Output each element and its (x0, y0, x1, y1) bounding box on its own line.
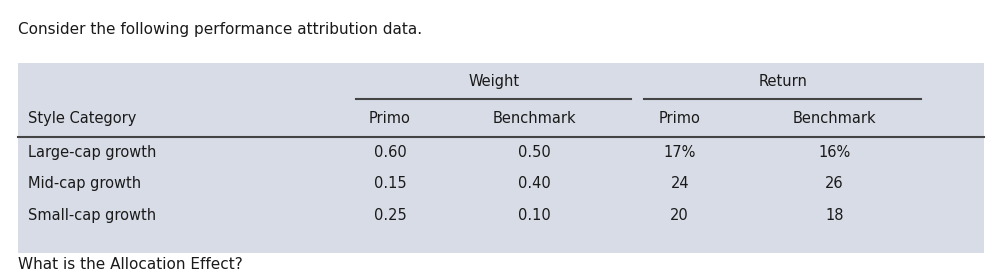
Text: Primo: Primo (369, 111, 411, 126)
Text: 24: 24 (670, 176, 689, 192)
Text: Benchmark: Benchmark (793, 111, 876, 126)
Text: Style Category: Style Category (28, 111, 136, 126)
Text: 0.60: 0.60 (374, 145, 406, 160)
Text: Return: Return (759, 74, 807, 89)
Text: Large-cap growth: Large-cap growth (28, 145, 156, 160)
Text: Benchmark: Benchmark (493, 111, 576, 126)
Text: Primo: Primo (658, 111, 700, 126)
Bar (18, 63, 984, 231)
Text: Consider the following performance attribution data.: Consider the following performance attri… (18, 22, 422, 37)
Text: What is the Allocation Effect?: What is the Allocation Effect? (18, 257, 242, 272)
Text: 17%: 17% (663, 145, 695, 160)
Bar (18, 231, 984, 253)
Text: 20: 20 (670, 208, 689, 223)
Text: 0.10: 0.10 (518, 208, 551, 223)
Text: Mid-cap growth: Mid-cap growth (28, 176, 141, 192)
Text: Weight: Weight (468, 74, 519, 89)
Text: 0.40: 0.40 (518, 176, 551, 192)
Text: 26: 26 (825, 176, 844, 192)
Text: 0.25: 0.25 (374, 208, 406, 223)
Text: 18: 18 (825, 208, 844, 223)
Text: 0.15: 0.15 (374, 176, 406, 192)
Text: Small-cap growth: Small-cap growth (28, 208, 156, 223)
Text: 16%: 16% (818, 145, 851, 160)
Text: 0.50: 0.50 (518, 145, 551, 160)
